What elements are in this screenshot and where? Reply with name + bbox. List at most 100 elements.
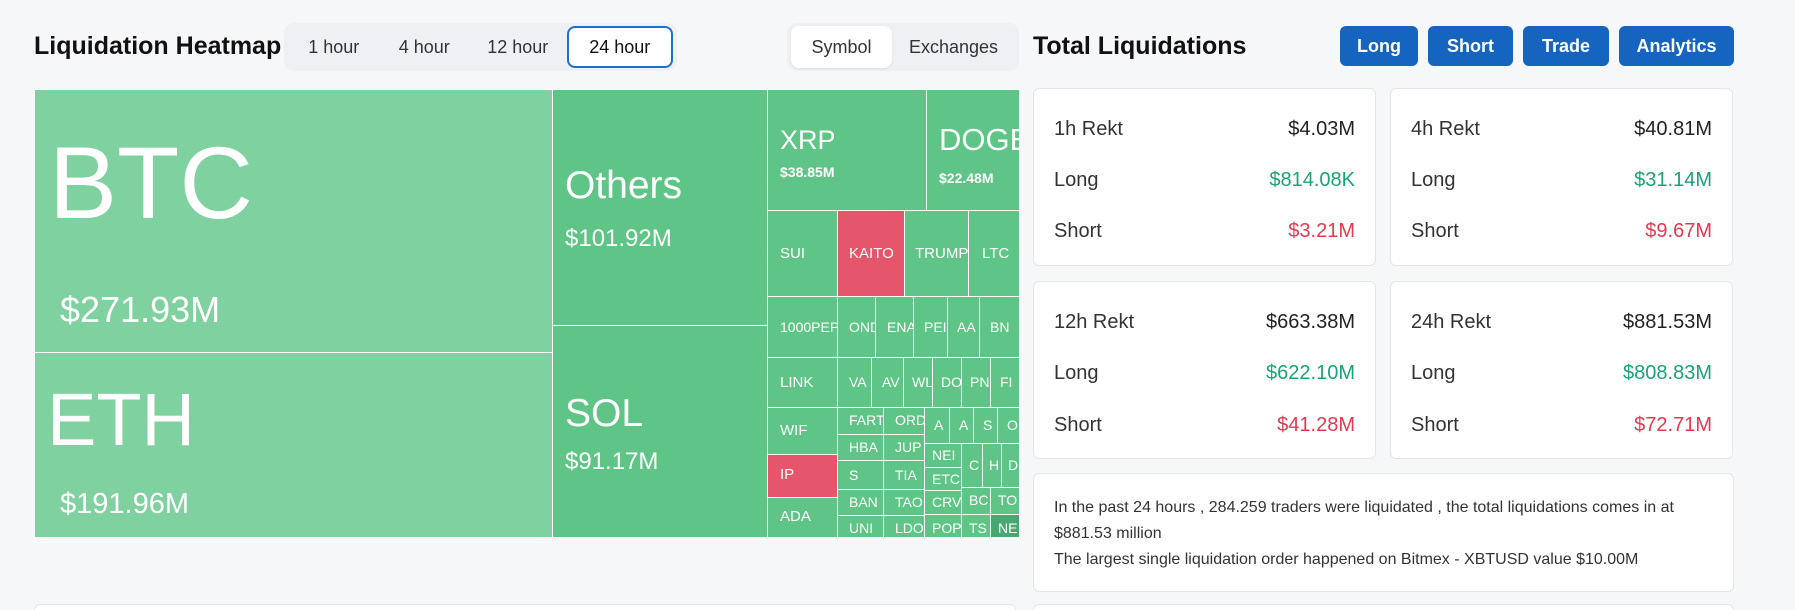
long-label: Long: [1054, 362, 1099, 384]
tile-link[interactable]: LINK: [767, 357, 838, 408]
tile-wl[interactable]: WL: [903, 357, 933, 408]
tile-label: KAITO: [849, 245, 894, 262]
tile-label: ORD: [895, 412, 925, 428]
tile-trump[interactable]: TRUMP: [904, 210, 969, 297]
tile-jup[interactable]: JUP: [883, 434, 925, 461]
tile-fart[interactable]: FART: [837, 407, 884, 435]
tab-symbol[interactable]: Symbol: [791, 26, 892, 68]
tile-label: WIF: [780, 422, 808, 439]
tile-bc[interactable]: BC: [961, 487, 991, 515]
tile-eth-name: ETH: [47, 378, 195, 461]
tile-nei[interactable]: NEI: [924, 443, 962, 468]
trade-button[interactable]: Trade: [1523, 26, 1609, 66]
card-label: 4h Rekt: [1411, 118, 1480, 140]
tile-ne[interactable]: NE: [990, 514, 1019, 537]
tile-label: ADA: [780, 508, 811, 525]
card-total-row: 1h Rekt $4.03M: [1054, 118, 1355, 142]
tile-ada[interactable]: ADA: [767, 497, 838, 537]
tile-do[interactable]: DO: [932, 357, 962, 408]
tile-ena[interactable]: ENA: [875, 296, 914, 358]
card-total-row: 4h Rekt $40.81M: [1411, 118, 1712, 142]
tile-a1[interactable]: A: [924, 407, 950, 444]
tile-label: 1000PEPE: [780, 319, 837, 335]
tab-exchanges[interactable]: Exchanges: [908, 36, 999, 57]
tile-label: TAO: [895, 494, 923, 510]
tile-doge[interactable]: DOGE $22.48M: [926, 89, 1019, 211]
tile-label: ETC: [932, 471, 960, 487]
tile-h[interactable]: H: [982, 443, 1002, 488]
tile-tia[interactable]: TIA: [883, 460, 925, 490]
tile-label: NEI: [932, 447, 956, 463]
tile-crv[interactable]: CRV: [924, 490, 962, 515]
tile-o[interactable]: O: [997, 407, 1019, 444]
tile-pei[interactable]: PEI: [913, 296, 948, 358]
card-24h-rekt: 24h Rekt $881.53M Long $808.83M Short $72.7…: [1390, 281, 1733, 459]
tile-ltc[interactable]: LTC: [968, 210, 1019, 297]
tile-hba[interactable]: HBA: [837, 434, 884, 461]
tile-va[interactable]: VA: [837, 357, 872, 408]
tile-etc[interactable]: ETC: [924, 467, 962, 491]
tile-ldo[interactable]: LDO: [883, 515, 925, 537]
tile-ts[interactable]: TS: [961, 514, 991, 537]
tile-sui[interactable]: SUI: [767, 210, 838, 297]
short-button[interactable]: Short: [1428, 26, 1513, 66]
long-value: $622.10M: [1266, 362, 1355, 384]
tile-1000pepe[interactable]: 1000PEPE: [767, 296, 838, 358]
tile-xrp-name: XRP: [780, 125, 836, 155]
tile-btc-value: $271.93M: [60, 289, 221, 330]
tile-label: C: [969, 457, 980, 473]
tile-a2[interactable]: A: [949, 407, 974, 444]
tile-s1[interactable]: S: [973, 407, 998, 444]
tile-d[interactable]: D: [1001, 443, 1019, 488]
long-value: $808.83M: [1623, 362, 1712, 384]
tab-1-hour[interactable]: 1 hour: [308, 36, 360, 57]
card-long-row: Long $808.83M: [1411, 362, 1712, 386]
summary-line-2: The largest single liquidation order hap…: [1054, 551, 1639, 568]
tile-ond[interactable]: OND: [837, 296, 876, 358]
card-long-row: Long $814.08K: [1054, 169, 1355, 193]
tile-btc-name: BTC: [49, 126, 253, 240]
long-button[interactable]: Long: [1340, 26, 1418, 66]
tile-eth[interactable]: ETH $191.96M: [34, 352, 553, 537]
tile-btc[interactable]: BTC $271.93M: [34, 89, 553, 353]
tile-sol[interactable]: SOL $91.17M: [552, 325, 768, 537]
tile-fi[interactable]: FI: [990, 357, 1019, 408]
tile-bn[interactable]: BN: [979, 296, 1019, 358]
tab-12-hour[interactable]: 12 hour: [487, 36, 549, 57]
tile-s2[interactable]: S: [837, 460, 884, 490]
tile-tao[interactable]: TAO: [883, 489, 925, 516]
card-long-row: Long $622.10M: [1054, 362, 1355, 386]
tab-24-hour[interactable]: 24 hour: [566, 26, 673, 68]
tile-kaito[interactable]: KAITO: [837, 210, 905, 297]
tile-label: TRUMP: [915, 245, 969, 262]
tile-ban[interactable]: BAN: [837, 489, 884, 516]
tile-label: O: [1007, 417, 1018, 433]
tile-label: WL: [912, 374, 933, 390]
tile-to[interactable]: TO: [990, 487, 1019, 515]
tile-label: FART: [849, 412, 884, 428]
tile-others[interactable]: Others $101.92M: [552, 89, 768, 326]
tile-wif[interactable]: WIF: [767, 407, 838, 455]
tile-c[interactable]: C: [961, 443, 983, 488]
tab-4-hour[interactable]: 4 hour: [398, 36, 450, 57]
tile-label: LINK: [780, 374, 814, 391]
card-total-row: 12h Rekt $663.38M: [1054, 311, 1355, 335]
tile-label: TS: [969, 520, 987, 536]
tile-label: LTC: [982, 245, 1010, 262]
tile-av[interactable]: AV: [871, 357, 904, 408]
tile-xrp[interactable]: XRP $38.85M: [767, 89, 927, 211]
tile-aa[interactable]: AA: [947, 296, 980, 358]
tile-label: D: [1008, 457, 1019, 473]
tile-uni[interactable]: UNI: [837, 515, 884, 537]
tile-pn[interactable]: PN: [961, 357, 991, 408]
card-label: 12h Rekt: [1054, 311, 1135, 333]
tile-pop[interactable]: POP: [924, 514, 962, 537]
tile-label: TIA: [895, 467, 917, 483]
tile-label: A: [959, 417, 969, 433]
tile-ord[interactable]: ORD: [883, 407, 925, 435]
tile-doge-value: $22.48M: [939, 170, 994, 186]
analytics-button[interactable]: Analytics: [1619, 26, 1734, 66]
tile-ip[interactable]: IP: [767, 454, 838, 498]
long-value: $31.14M: [1634, 169, 1712, 191]
tile-others-name: Others: [565, 164, 683, 207]
